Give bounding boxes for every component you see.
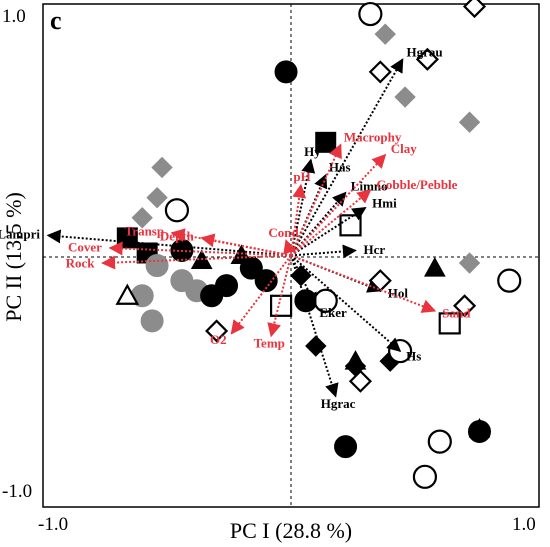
site-marker-diamond-open xyxy=(368,60,392,84)
site-marker-square-open xyxy=(438,312,461,335)
site-marker-circle-black xyxy=(254,269,278,293)
y-tick-bottom: -1.0 xyxy=(2,481,32,502)
species-label-hgrau: Hgrau xyxy=(407,44,443,59)
site-marker-circle-black xyxy=(294,289,318,313)
site-marker-circle-open xyxy=(358,1,383,27)
site-marker-diamond-open xyxy=(415,47,439,71)
site-marker-diamond-grey xyxy=(151,156,173,179)
x-axis-title: PC I (28.8 %) xyxy=(230,518,352,543)
env-label-transp: Transp xyxy=(125,223,165,238)
site-marker-diamond-open xyxy=(462,0,487,19)
site-marker-circle-open xyxy=(164,198,190,223)
env-arrow-transp xyxy=(170,228,292,257)
site-marker-diamond-black xyxy=(290,264,312,287)
site-marker-diamond-black xyxy=(305,335,327,357)
species-arrow-hgrau xyxy=(290,58,404,256)
env-label-depth: Depth xyxy=(160,228,195,243)
env-label-cobble-pebble: Cobble/Pebble xyxy=(377,177,458,192)
species-arrow-hs xyxy=(290,254,402,352)
site-marker-triangle-black xyxy=(344,350,367,370)
site-marker-circle-black xyxy=(334,435,358,459)
site-marker-circle-black xyxy=(274,60,298,84)
site-marker-circle-open xyxy=(427,429,452,454)
env-label-sand: Sand xyxy=(442,306,471,321)
site-marker-diamond-grey xyxy=(374,23,396,45)
site-marker-circle-black xyxy=(239,256,263,280)
env-label-cond: Cond xyxy=(268,225,299,240)
site-marker-circle-grey xyxy=(140,309,164,333)
species-vectors: LampriHgrauHyHasLimnoHmiHcrHolEkerHsHgra… xyxy=(0,44,443,411)
site-marker-diamond-grey xyxy=(131,207,153,229)
site-marker-square-open xyxy=(339,214,362,237)
y-axis-title: PC II (13.5 %) xyxy=(1,192,26,322)
env-arrow-cond xyxy=(283,239,297,256)
env-label-rock: Rock xyxy=(66,255,96,270)
env-label-macrophy: Macrophy xyxy=(344,130,402,145)
site-marker-diamond-grey xyxy=(394,86,416,108)
site-marker-circle-black xyxy=(200,284,224,308)
site-marker-diamond-grey xyxy=(458,252,481,274)
site-marker-diamond-grey xyxy=(146,186,168,209)
site-marker-diamond-grey xyxy=(458,111,481,133)
site-marker-diamond-open xyxy=(205,319,229,343)
species-arrow-hmi xyxy=(290,206,367,257)
env-arrow-sand xyxy=(290,254,437,313)
site-marker-circle-grey xyxy=(145,254,169,278)
site-marker-circle-open xyxy=(412,464,438,489)
species-label-hol: Hol xyxy=(388,286,409,301)
species-label-hs: Hs xyxy=(406,348,421,363)
x-tick-right: 1.0 xyxy=(512,514,536,535)
env-arrow-clay xyxy=(290,153,387,257)
env-arrow-o2 xyxy=(230,254,292,335)
env-arrow-temp xyxy=(267,255,292,338)
env-arrow-rock xyxy=(101,254,292,270)
species-label-hgrac: Hgrac xyxy=(321,396,356,411)
site-markers xyxy=(115,0,522,489)
panel-label: c xyxy=(50,6,62,35)
site-marker-diamond-open xyxy=(453,294,477,318)
env-label-temp: Temp xyxy=(254,336,285,351)
species-arrow-lampri xyxy=(46,229,292,257)
env-arrow-macrophy xyxy=(290,143,342,256)
y-tick-top: 1.0 xyxy=(2,6,26,27)
species-label-hcr: Hcr xyxy=(363,242,385,257)
env-label-clay: Clay xyxy=(391,141,418,156)
species-label-eker: Eker xyxy=(319,305,347,320)
env-label-o2: O2 xyxy=(210,332,227,347)
species-arrow-has xyxy=(290,173,328,256)
site-marker-triangle-open xyxy=(115,283,140,305)
species-label-hmi: Hmi xyxy=(372,195,397,210)
species-label-has: Has xyxy=(329,160,351,175)
species-label-lampri: Lampri xyxy=(0,227,40,242)
site-marker-circle-open xyxy=(497,268,522,293)
x-tick-left: -1.0 xyxy=(38,514,68,535)
species-arrow-hcr xyxy=(290,244,357,259)
species-arrow-hgrac xyxy=(290,255,339,398)
site-marker-triangle-black xyxy=(423,257,446,277)
site-marker-triangle-black xyxy=(468,418,491,438)
species-label-hy: Hy xyxy=(304,144,321,159)
env-label-cover: Cover xyxy=(68,240,102,255)
env-label-ph: pH xyxy=(293,169,310,184)
env-arrow-cobble-pebble xyxy=(290,189,372,257)
site-marker-diamond-open xyxy=(348,369,372,393)
species-arrow-eker xyxy=(290,255,317,308)
